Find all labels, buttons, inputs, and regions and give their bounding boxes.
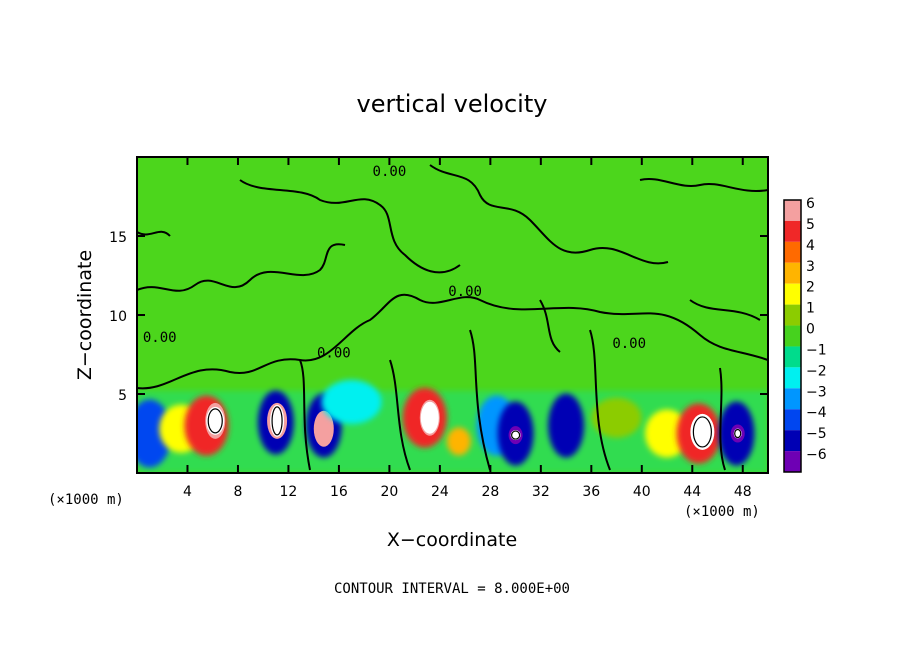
contour-line	[589, 329, 611, 471]
x-unit-left: (×1000 m)	[48, 492, 124, 508]
x-axis-label: X−coordinate	[387, 529, 517, 551]
contour-line	[137, 293, 768, 390]
colorbar-swatch	[784, 304, 801, 326]
contour-line	[539, 299, 561, 353]
y-tick-label: 15	[109, 230, 127, 246]
x-axis: 4 8 12 16 20 24 28 32 36 40 44 48	[183, 157, 752, 500]
y-tick-label: 5	[118, 388, 127, 404]
field-peak	[206, 406, 225, 435]
contour-label: 0.00	[373, 164, 407, 180]
x-tick-label: 24	[431, 484, 449, 500]
field-peak	[690, 413, 715, 450]
field-cell	[321, 379, 382, 424]
colorbar-swatch	[784, 241, 801, 263]
x-tick-label: 8	[233, 484, 242, 500]
contour-line	[137, 230, 171, 237]
contour-loop	[692, 416, 712, 448]
contour-label: 0.00	[143, 330, 177, 346]
contour-loop	[734, 428, 742, 439]
colorbar-label: 6	[806, 196, 815, 212]
field-cell	[548, 393, 585, 458]
contour-label: 0.00	[448, 284, 482, 300]
colorbar-swatch	[784, 262, 801, 284]
x-tick-label: 36	[582, 484, 600, 500]
contour-line	[469, 329, 491, 471]
contour-line	[389, 359, 411, 471]
colorbar-label: 4	[806, 238, 815, 254]
x-tick-label: 4	[183, 484, 192, 500]
x-tick-label: 44	[683, 484, 701, 500]
chart-title: vertical velocity	[357, 90, 548, 118]
colorbar-label: 2	[806, 280, 815, 296]
colorbar-swatch	[784, 283, 801, 305]
colorbar-swatch	[784, 430, 801, 452]
colorbar-swatch	[784, 388, 801, 410]
contour-line	[239, 179, 461, 274]
field-peak	[420, 401, 439, 434]
colorbar-label: 0	[806, 322, 815, 338]
colorbar: 6 5 4 3 2 1 0 −1 −2 −3 −4 −5 −6	[783, 196, 827, 473]
colorbar-label: −6	[806, 447, 827, 463]
x-tick-label: 32	[532, 484, 550, 500]
field-cell	[645, 409, 690, 458]
contour-line	[639, 178, 768, 192]
contour-label: 0.00	[612, 336, 646, 352]
x-tick-label: 48	[734, 484, 752, 500]
colorbar-label: −4	[806, 405, 827, 421]
colorbar-label: 3	[806, 259, 815, 275]
contour-line	[429, 164, 669, 265]
colorbar-label: 5	[806, 217, 815, 233]
colorbar-label: −2	[806, 363, 827, 379]
colorbar-swatch	[784, 346, 801, 368]
x-tick-label: 28	[481, 484, 499, 500]
field-peak	[510, 430, 521, 441]
colorbar-frame	[783, 199, 802, 473]
zero-contours: 0.00 0.00 0.00 0.00 0.00	[137, 164, 768, 471]
y-axis: 5 10 15	[109, 230, 768, 404]
colorbar-swatch	[784, 220, 801, 242]
y-tick-label: 10	[109, 309, 127, 325]
colorbar-swatch	[784, 409, 801, 431]
field-cell	[446, 427, 471, 456]
contour-loop	[207, 408, 223, 434]
contour-loop	[510, 430, 521, 440]
colorbar-swatch	[784, 200, 801, 221]
colorbar-label: −1	[806, 342, 827, 358]
contour-label: 0.00	[317, 346, 351, 362]
colorbar-swatch	[784, 325, 801, 347]
field-cell	[313, 410, 334, 447]
contour-line	[137, 243, 346, 292]
colorbar-label: 1	[806, 301, 815, 317]
contour-line	[299, 359, 311, 471]
x-tick-label: 20	[380, 484, 398, 500]
field-cell	[591, 397, 642, 438]
contour-interval-footer: CONTOUR INTERVAL = 8.000E+00	[334, 581, 570, 597]
y-axis-label: Z−coordinate	[74, 250, 96, 380]
velocity-field	[137, 379, 768, 473]
colorbar-label: −3	[806, 384, 827, 400]
x-unit-right: (×1000 m)	[684, 504, 760, 520]
contour-line	[689, 299, 761, 321]
x-tick-label: 16	[330, 484, 348, 500]
x-tick-label: 40	[633, 484, 651, 500]
x-tick-label: 12	[280, 484, 298, 500]
colorbar-label: −5	[806, 426, 827, 442]
colorbar-swatch	[784, 451, 801, 472]
colorbar-swatch	[784, 367, 801, 389]
contour-loop	[271, 406, 283, 436]
contour-line	[719, 367, 726, 471]
